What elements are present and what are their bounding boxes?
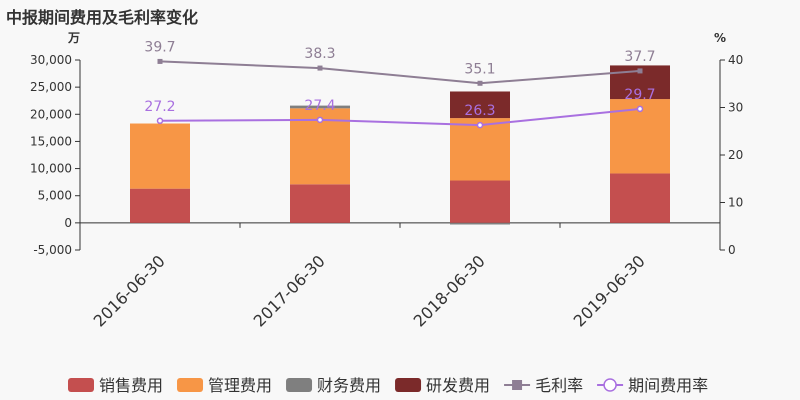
- right-axis-unit: %: [714, 31, 726, 45]
- period-expense-rate-point: [316, 116, 324, 124]
- bar-finance-expense: [290, 105, 350, 109]
- x-tick-label: 2017-06-30: [250, 251, 329, 330]
- legend-marker-gross-margin: [512, 380, 523, 390]
- legend-label: 研发费用: [426, 376, 490, 395]
- left-axis-unit: 万: [67, 31, 80, 45]
- bar-admin-expense: [130, 123, 190, 189]
- left-y-tick-label: 25,000: [30, 80, 72, 94]
- left-y-tick-label: 0: [64, 216, 72, 230]
- left-y-tick-label: 5,000: [38, 189, 72, 203]
- gross-margin-point: [477, 80, 483, 86]
- gross-margin-data-label: 38.3: [304, 46, 335, 62]
- x-tick-label: 2016-06-30: [90, 251, 169, 330]
- period-expense-rate-point: [156, 117, 164, 125]
- bar-sales-expense: [610, 173, 670, 223]
- legend-swatch-finance-expense: [286, 378, 313, 392]
- period-expense-rate-data-label: 27.4: [304, 98, 335, 114]
- legend-label: 销售费用: [99, 376, 163, 395]
- gross-margin-data-label: 37.7: [624, 49, 655, 65]
- bar-admin-expense: [450, 118, 510, 181]
- bar-sales-expense: [450, 180, 510, 223]
- gross-margin-point: [637, 68, 643, 74]
- left-y-tick-label: 10,000: [30, 162, 72, 176]
- left-y-tick-label: -5,000: [33, 243, 72, 257]
- left-y-tick-label: 15,000: [30, 134, 72, 148]
- bar-rnd-expense: [450, 91, 510, 119]
- legend-label: 期间费用率: [628, 376, 708, 395]
- period-expense-rate-data-label: 29.7: [624, 87, 655, 103]
- period-expense-rate-data-label: 27.2: [144, 99, 175, 115]
- right-y-tick-label: 0: [728, 243, 736, 257]
- legend-marker-period-expense-rate: [603, 378, 617, 392]
- gross-margin-line: [159, 60, 641, 85]
- legend-label: 财务费用: [317, 376, 381, 395]
- chart-title: 中报期间费用及毛利率变化: [6, 8, 199, 27]
- legend-label: 毛利率: [535, 376, 583, 395]
- left-y-tick-label: 20,000: [30, 107, 72, 121]
- gross-margin-point: [157, 58, 163, 64]
- legend-label: 管理费用: [208, 376, 272, 395]
- legend-swatch-sales-expense: [68, 378, 94, 392]
- gross-margin-data-label: 35.1: [464, 61, 495, 77]
- period-expense-rate-point: [636, 105, 644, 113]
- period-expense-rate-line: [159, 107, 641, 127]
- period-expense-rate-point: [476, 121, 484, 129]
- legend-swatch-admin-expense: [177, 378, 204, 392]
- left-y-tick-label: 30,000: [30, 53, 72, 67]
- right-y-tick-label: 40: [728, 53, 743, 67]
- bar-sales-expense: [290, 184, 350, 223]
- gross-margin-data-label: 39.7: [144, 39, 175, 55]
- x-tick-label: 2018-06-30: [410, 251, 489, 330]
- right-y-tick-label: 30: [728, 101, 743, 115]
- bar-sales-expense: [130, 188, 190, 223]
- bar-finance-expense: [450, 222, 510, 225]
- gross-margin-point: [317, 65, 323, 71]
- period-expense-rate-data-label: 26.3: [464, 103, 495, 119]
- right-y-tick-label: 20: [728, 148, 743, 162]
- right-y-tick-label: 10: [728, 196, 743, 210]
- legend-swatch-rnd-expense: [395, 378, 422, 392]
- x-tick-label: 2019-06-30: [570, 251, 649, 330]
